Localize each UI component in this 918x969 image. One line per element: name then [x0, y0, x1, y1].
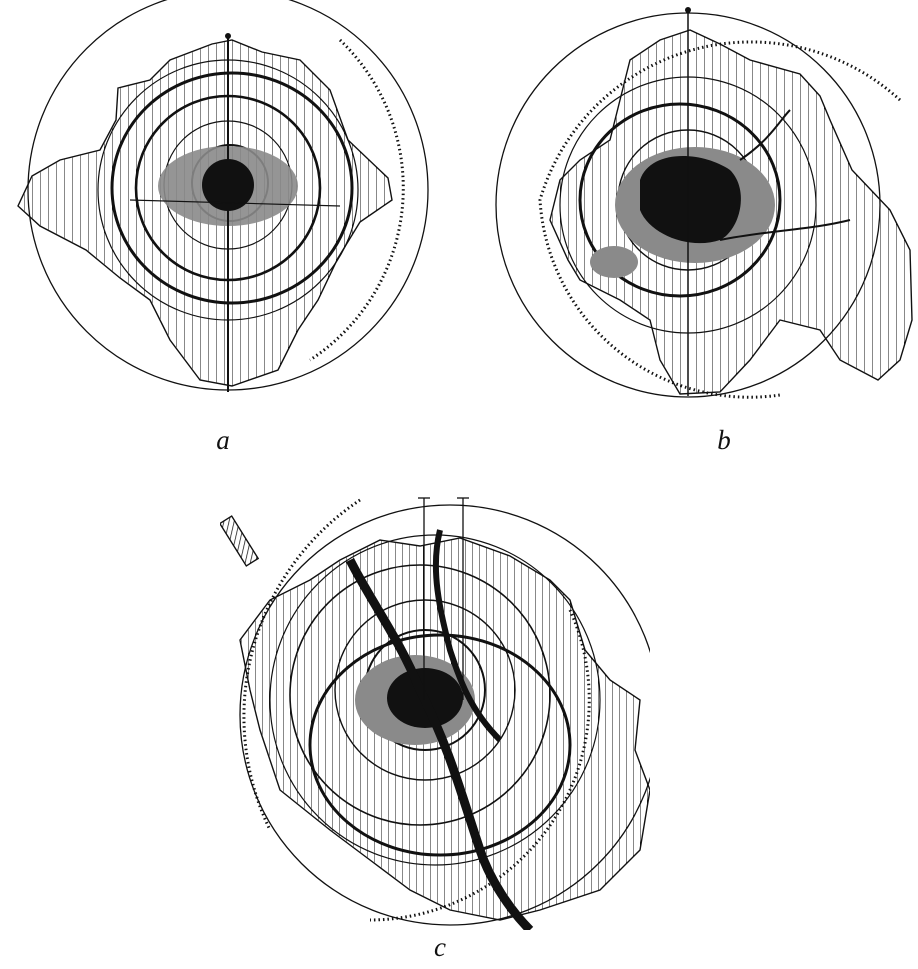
ring-heavy-c — [308, 633, 572, 857]
axis-marker-b — [685, 7, 691, 13]
ring-heavy-b — [578, 102, 782, 298]
city-plan-diagram-c — [220, 497, 650, 930]
city-plan-diagram-b — [495, 7, 913, 399]
panel-c — [220, 490, 650, 930]
river-c — [345, 557, 534, 930]
hatched-legend-block — [220, 515, 260, 567]
axis-horizontal-a — [129, 199, 341, 207]
river-tributary-c — [432, 529, 503, 743]
panel-b — [480, 0, 918, 410]
ring-heavy-a — [110, 71, 354, 305]
ring-2-c — [269, 534, 601, 866]
caption-b: b — [717, 425, 731, 455]
dotted-arc-c-left — [242, 498, 361, 831]
center-core-b — [640, 156, 741, 244]
dotted-arc-b — [538, 40, 902, 399]
caption-c: c — [434, 932, 446, 962]
ring-4-c — [334, 599, 516, 781]
axis-marker-a — [225, 33, 231, 39]
ring-outer-c — [239, 504, 650, 926]
dotted-arc-a — [309, 38, 405, 362]
west-zone-b — [590, 246, 638, 278]
ring-3-c — [289, 564, 551, 826]
city-plan-diagram-a — [17, 0, 429, 392]
caption-a: a — [216, 425, 230, 455]
panel-a — [0, 0, 470, 410]
river-b — [719, 109, 851, 241]
